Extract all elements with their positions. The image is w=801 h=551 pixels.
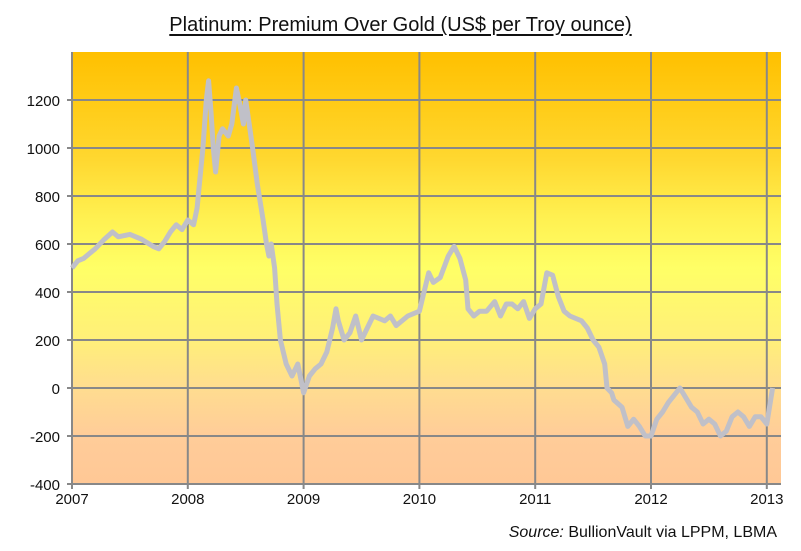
x-tick-label: 2012: [634, 491, 667, 508]
series-line: [70, 78, 776, 439]
y-tick-label: -200: [30, 429, 60, 446]
y-tick-label: 1000: [27, 141, 60, 158]
y-tick-label: 200: [35, 333, 60, 350]
y-tick-label: 800: [35, 189, 60, 206]
x-tick-label: 2008: [171, 491, 204, 508]
y-tick-label: 600: [35, 237, 60, 254]
source-note: Source: BullionVault via LPPM, LBMA: [509, 524, 777, 542]
x-tick-label: 2007: [55, 491, 88, 508]
y-tick-label: 0: [52, 381, 60, 398]
y-tick-label: 400: [35, 285, 60, 302]
x-tick-label: 2013: [750, 491, 783, 508]
y-tick-label: -400: [30, 477, 60, 494]
y-tick-label: 1200: [27, 93, 60, 110]
x-tick-label: 2010: [403, 491, 436, 508]
source-label: Source:: [508, 524, 564, 541]
chart-title: Platinum: Premium Over Gold (US$ per Tro…: [0, 14, 801, 37]
source-text: BullionVault via LPPM, LBMA: [568, 524, 777, 541]
chart-title-text: Platinum: Premium Over Gold (US$ per Tro…: [169, 14, 632, 36]
x-tick-label: 2009: [287, 491, 320, 508]
plot-background: [72, 52, 781, 484]
x-tick-label: 2011: [519, 491, 551, 508]
